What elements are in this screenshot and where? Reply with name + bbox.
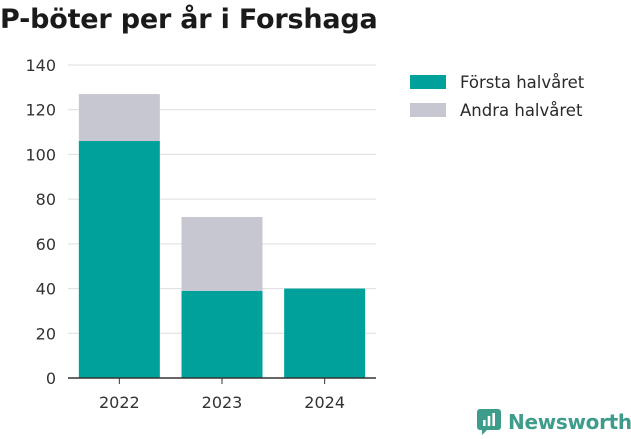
brand-logo: Newsworthy [476, 408, 631, 436]
bar-segment-first-half [78, 141, 160, 378]
x-tick-label: 2022 [99, 393, 140, 412]
legend-item-first-half: Första halvåret [410, 68, 584, 96]
y-tick-label: 0 [46, 369, 56, 388]
legend-swatch-first-half [410, 75, 446, 89]
y-tick-label: 140 [25, 56, 56, 75]
y-tick-label: 100 [25, 145, 56, 164]
y-tick-label: 60 [36, 235, 56, 254]
y-tick-label: 40 [36, 280, 56, 299]
y-tick-label: 120 [25, 101, 56, 120]
bar-segment-second-half [181, 217, 263, 291]
bar-segment-first-half [181, 290, 263, 378]
newsworthy-logo-icon [477, 409, 501, 435]
legend: Första halvåret Andra halvåret [410, 68, 584, 124]
legend-swatch-second-half [410, 103, 446, 117]
bar-segment-first-half [284, 288, 366, 378]
chart-title: P-böter per år i Forshaga [0, 4, 378, 35]
x-tick-label: 2023 [202, 393, 243, 412]
legend-label-first-half: Första halvåret [460, 72, 585, 92]
brand-label: Newsworthy [508, 410, 631, 434]
x-tick-label: 2024 [304, 393, 345, 412]
legend-item-second-half: Andra halvåret [410, 96, 584, 124]
legend-label-second-half: Andra halvåret [460, 100, 583, 120]
y-tick-label: 80 [36, 190, 56, 209]
y-tick-label: 20 [36, 324, 56, 343]
bar-segment-second-half [78, 94, 160, 142]
